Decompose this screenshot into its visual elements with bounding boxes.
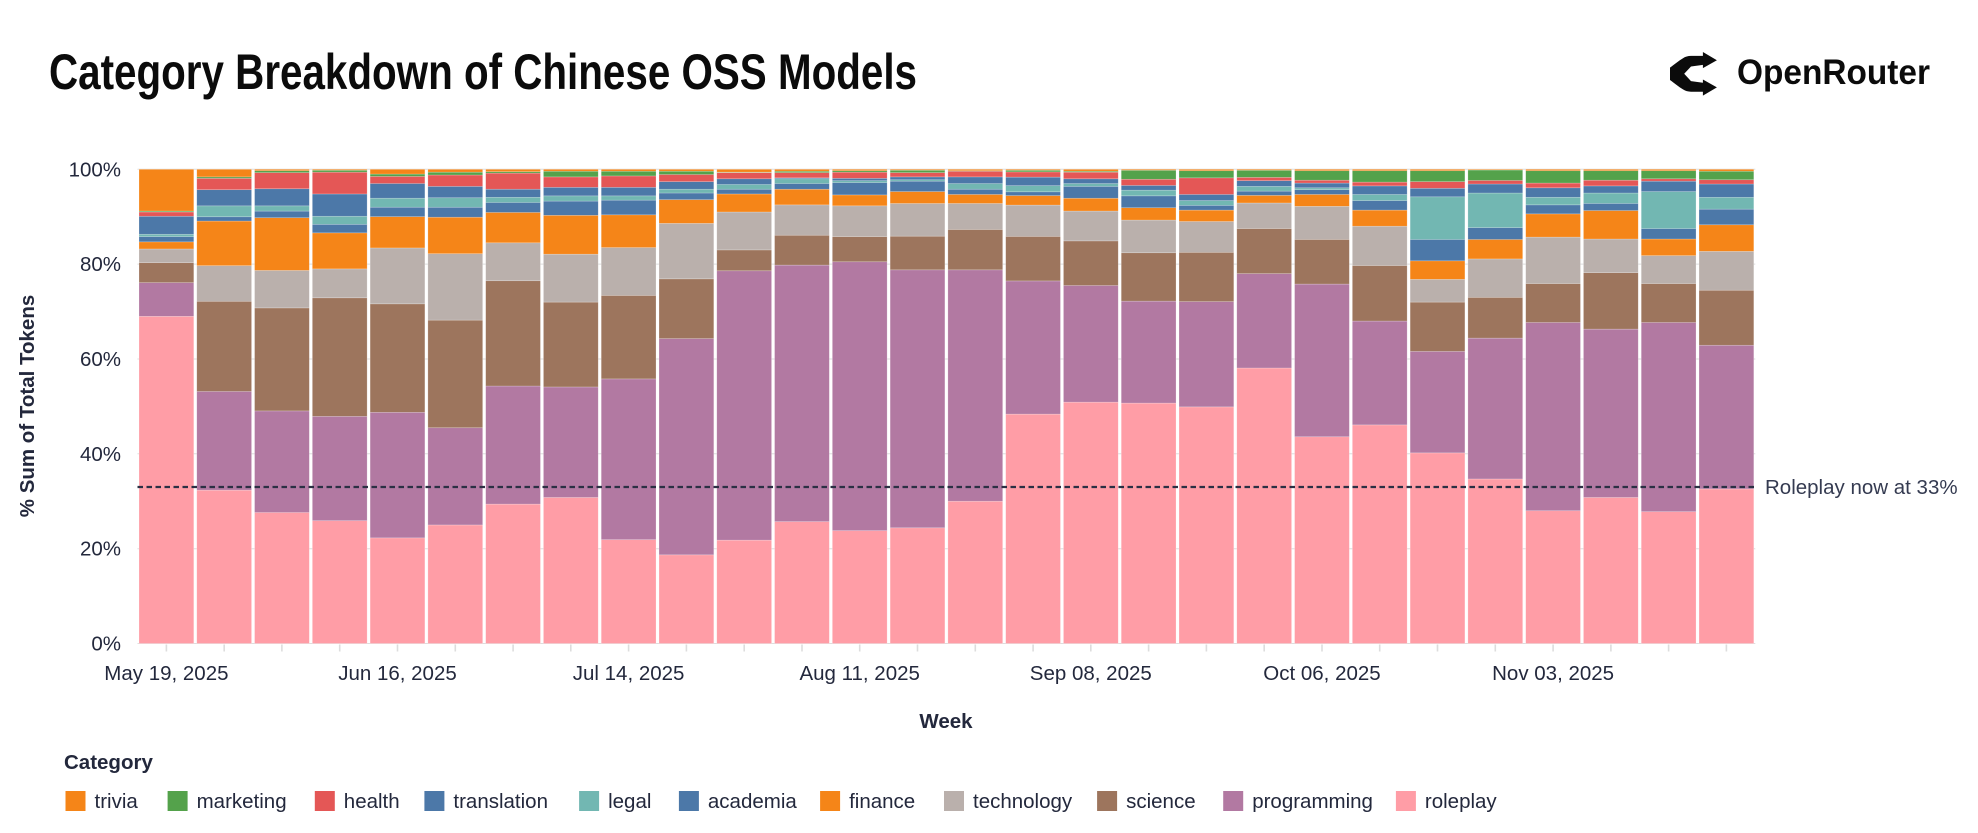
svg-text:40%: 40% — [80, 443, 121, 466]
svg-text:OpenRouter: OpenRouter — [1737, 53, 1930, 92]
svg-text:Category Breakdown of Chinese: Category Breakdown of Chinese OSS Models — [49, 44, 917, 100]
svg-text:trivia: trivia — [95, 790, 139, 813]
svg-text:legal: legal — [608, 790, 651, 813]
svg-text:Jun 16, 2025: Jun 16, 2025 — [338, 662, 457, 685]
svg-text:Aug 11, 2025: Aug 11, 2025 — [799, 662, 919, 685]
svg-text:roleplay: roleplay — [1425, 790, 1498, 813]
svg-text:60%: 60% — [80, 348, 121, 371]
svg-text:0%: 0% — [91, 633, 121, 656]
svg-text:finance: finance — [849, 790, 915, 813]
svg-text:Nov 03, 2025: Nov 03, 2025 — [1492, 662, 1614, 685]
svg-text:Category: Category — [64, 751, 153, 774]
svg-text:programming: programming — [1252, 790, 1373, 813]
svg-text:Week: Week — [919, 710, 973, 733]
svg-text:Roleplay now at 33%: Roleplay now at 33% — [1765, 476, 1958, 499]
svg-text:Jul 14, 2025: Jul 14, 2025 — [573, 662, 685, 685]
svg-text:20%: 20% — [80, 538, 121, 561]
svg-text:health: health — [344, 790, 400, 813]
svg-text:technology: technology — [973, 790, 1073, 813]
svg-text:80%: 80% — [80, 253, 121, 276]
svg-text:marketing: marketing — [197, 790, 287, 813]
svg-text:translation: translation — [453, 790, 548, 813]
svg-text:Sep 08, 2025: Sep 08, 2025 — [1030, 662, 1152, 685]
svg-text:% Sum of Total Tokens: % Sum of Total Tokens — [16, 295, 39, 517]
svg-text:100%: 100% — [69, 158, 121, 181]
svg-text:science: science — [1126, 790, 1196, 813]
svg-text:academia: academia — [708, 790, 797, 813]
svg-text:Oct 06, 2025: Oct 06, 2025 — [1263, 662, 1380, 685]
svg-text:May 19, 2025: May 19, 2025 — [104, 662, 228, 685]
